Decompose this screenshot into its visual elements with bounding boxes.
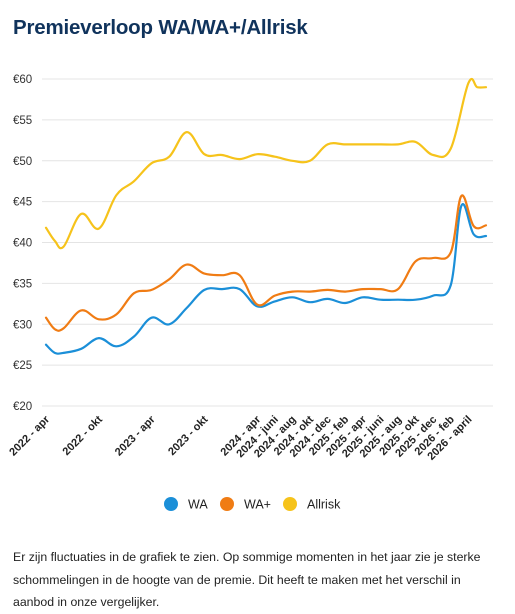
legend-marker — [220, 497, 234, 511]
series-line-waplus — [44, 194, 488, 332]
line-chart: €20€25€30€35€40€45€50€55€60 2022 - apr 20… — [7, 74, 493, 512]
legend-label: Allrisk — [307, 498, 341, 512]
y-tick-label: €45 — [13, 197, 32, 209]
y-tick-label: €35 — [13, 278, 32, 290]
y-tick-label: €50 — [13, 156, 32, 168]
grid-lines — [42, 78, 493, 407]
x-axis-ticks: 2022 - apr 2022 - okt 2023 - apr 2023 - okt… — [7, 413, 474, 463]
legend: WA WA+ Allrisk — [164, 497, 341, 512]
x-tick-label: 2022 - apr — [7, 413, 52, 458]
x-tick-label: 2023 - apr — [113, 413, 158, 458]
y-tick-label: €25 — [13, 360, 32, 372]
chart-note: Er zijn fluctuaties in de grafiek te zie… — [13, 550, 481, 609]
series-lines — [44, 77, 488, 355]
x-tick-label: 2022 - okt — [61, 413, 106, 458]
series-line-allrisk — [44, 77, 488, 250]
legend-label: WA+ — [244, 498, 271, 512]
y-tick-label: €40 — [13, 238, 32, 250]
y-tick-label: €30 — [13, 319, 32, 331]
legend-marker — [164, 497, 178, 511]
chart-title: Premieverloop WA/WA+/Allrisk — [13, 16, 308, 39]
y-tick-label: €60 — [13, 74, 32, 86]
legend-marker — [283, 497, 297, 511]
y-axis-ticks: €20 €25 €30 €35 €40 €45 €50 €55 €60 — [13, 74, 32, 413]
series-line-wa — [44, 202, 488, 355]
x-tick-label: 2023 - okt — [166, 413, 211, 458]
legend-label: WA — [188, 498, 208, 512]
y-tick-label: €20 — [13, 401, 32, 413]
y-tick-label: €55 — [13, 115, 32, 127]
